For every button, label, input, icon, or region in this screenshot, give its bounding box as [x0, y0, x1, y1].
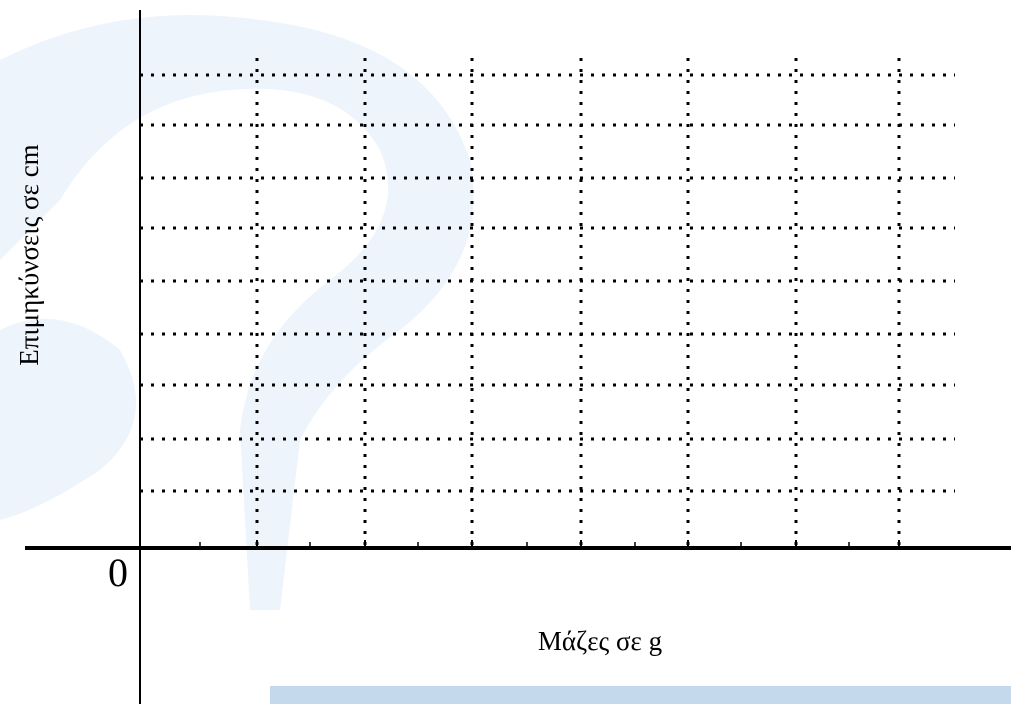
y-axis-label: Επιμηκύνσεις σε cm	[14, 144, 44, 365]
watermark	[0, 15, 474, 610]
x-axis-label: Μάζες σε g	[538, 626, 662, 656]
worksheet-graph: 0 Μάζες σε g Επιμηκύνσεις σε cm	[0, 0, 1011, 704]
origin-label: 0	[108, 550, 128, 595]
bottom-image-strip	[270, 686, 1011, 704]
